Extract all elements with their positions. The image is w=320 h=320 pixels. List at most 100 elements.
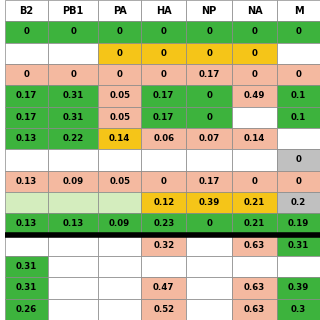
Bar <box>98 299 141 320</box>
Text: 0: 0 <box>296 28 301 36</box>
Bar <box>5 128 48 149</box>
Bar <box>187 256 232 277</box>
Bar <box>98 277 141 299</box>
Text: PB1: PB1 <box>62 6 84 16</box>
Bar <box>98 0 141 21</box>
Text: 0: 0 <box>117 70 123 79</box>
Bar <box>98 107 141 128</box>
Bar <box>232 0 277 21</box>
Text: 0: 0 <box>206 28 212 36</box>
Bar <box>141 43 187 64</box>
Text: 0.14: 0.14 <box>109 134 130 143</box>
Bar <box>141 85 187 107</box>
Bar <box>187 21 232 43</box>
Bar <box>5 85 48 107</box>
Text: 0.39: 0.39 <box>288 284 309 292</box>
Bar <box>98 171 141 192</box>
Text: 0: 0 <box>206 49 212 58</box>
Bar <box>5 171 48 192</box>
Bar <box>187 0 232 21</box>
Text: HA: HA <box>156 6 172 16</box>
Bar <box>141 192 187 213</box>
Text: 0.1: 0.1 <box>291 92 306 100</box>
Bar <box>141 149 187 171</box>
Bar <box>48 213 98 235</box>
Text: 0: 0 <box>161 70 167 79</box>
Text: 0.2: 0.2 <box>291 198 306 207</box>
Text: 0.17: 0.17 <box>16 113 37 122</box>
Text: 0.09: 0.09 <box>62 177 84 186</box>
Bar <box>277 64 320 85</box>
Bar <box>187 149 232 171</box>
Bar <box>98 43 141 64</box>
Bar <box>277 171 320 192</box>
Bar <box>48 256 98 277</box>
Bar <box>98 64 141 85</box>
Text: 0.21: 0.21 <box>244 220 265 228</box>
Text: 0: 0 <box>206 92 212 100</box>
Bar <box>277 256 320 277</box>
Text: 0.52: 0.52 <box>153 305 174 314</box>
Bar <box>277 235 320 256</box>
Bar <box>187 128 232 149</box>
Bar <box>141 256 187 277</box>
Bar <box>232 256 277 277</box>
Text: 0: 0 <box>70 70 76 79</box>
Bar <box>141 64 187 85</box>
Bar <box>187 213 232 235</box>
Bar <box>141 128 187 149</box>
Bar <box>187 43 232 64</box>
Bar <box>48 192 98 213</box>
Bar <box>5 149 48 171</box>
Bar <box>277 299 320 320</box>
Bar <box>141 0 187 21</box>
Text: 0.49: 0.49 <box>244 92 265 100</box>
Text: 0.21: 0.21 <box>244 198 265 207</box>
Text: 0.17: 0.17 <box>16 92 37 100</box>
Bar <box>48 43 98 64</box>
Text: 0.39: 0.39 <box>198 198 220 207</box>
Bar <box>232 299 277 320</box>
Bar <box>48 21 98 43</box>
Bar <box>5 213 48 235</box>
Text: 0.17: 0.17 <box>153 92 174 100</box>
Text: 0: 0 <box>252 70 257 79</box>
Text: 0.05: 0.05 <box>109 113 130 122</box>
Text: 0: 0 <box>296 70 301 79</box>
Bar <box>141 171 187 192</box>
Bar <box>232 171 277 192</box>
Bar <box>187 192 232 213</box>
Bar <box>187 85 232 107</box>
Text: 0.06: 0.06 <box>153 134 174 143</box>
Bar <box>141 235 187 256</box>
Text: 0.31: 0.31 <box>62 113 84 122</box>
Text: 0: 0 <box>161 177 167 186</box>
Bar <box>187 299 232 320</box>
Bar <box>187 107 232 128</box>
Bar <box>5 192 48 213</box>
Bar <box>232 128 277 149</box>
Text: 0: 0 <box>296 156 301 164</box>
Bar <box>187 171 232 192</box>
Bar <box>141 21 187 43</box>
Text: 0: 0 <box>23 70 29 79</box>
Text: 0: 0 <box>117 28 123 36</box>
Text: 0.1: 0.1 <box>291 113 306 122</box>
Bar <box>232 64 277 85</box>
Bar <box>48 149 98 171</box>
Text: 0: 0 <box>252 177 257 186</box>
Text: 0.19: 0.19 <box>288 220 309 228</box>
Text: 0.17: 0.17 <box>198 70 220 79</box>
Bar <box>98 128 141 149</box>
Text: 0.12: 0.12 <box>153 198 174 207</box>
Bar <box>48 277 98 299</box>
Text: 0: 0 <box>296 177 301 186</box>
Bar <box>48 128 98 149</box>
Bar <box>277 277 320 299</box>
Bar <box>5 256 48 277</box>
Text: 0: 0 <box>206 113 212 122</box>
Text: 0: 0 <box>23 28 29 36</box>
Bar <box>48 0 98 21</box>
Text: 0.63: 0.63 <box>244 284 265 292</box>
Text: 0.13: 0.13 <box>16 134 37 143</box>
